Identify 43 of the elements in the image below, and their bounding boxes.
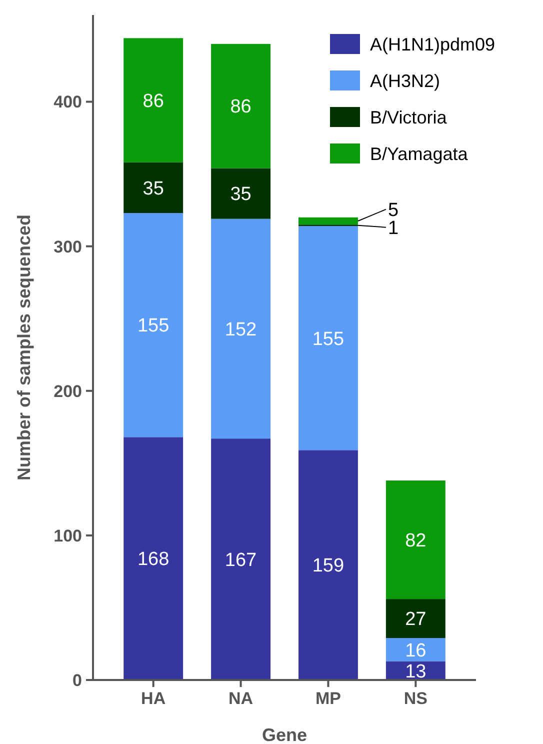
data-label: 82 xyxy=(405,530,426,552)
y-tick-label: 100 xyxy=(54,526,82,546)
bar xyxy=(298,450,358,680)
x-tick-label: HA xyxy=(141,689,166,708)
data-label: 86 xyxy=(230,96,252,118)
legend-label: B/Yamagata xyxy=(370,144,469,164)
data-label: 155 xyxy=(137,316,170,337)
x-tick-label: MP xyxy=(315,689,341,708)
data-label: 35 xyxy=(142,178,164,200)
y-tick-label: 300 xyxy=(54,237,82,256)
legend-label: A(H1N1)pdm09 xyxy=(370,34,496,54)
data-label: 86 xyxy=(142,90,164,112)
data-label: 168 xyxy=(137,549,170,570)
data-label: 152 xyxy=(224,319,257,340)
bar xyxy=(386,638,446,662)
bar xyxy=(211,218,271,439)
y-tick-label: 400 xyxy=(54,92,82,112)
data-label: 13 xyxy=(405,661,426,682)
x-axis-title: Gene xyxy=(262,725,308,744)
x-tick-label: NA xyxy=(228,689,254,708)
bar xyxy=(211,438,271,680)
y-axis-title: Number of samples sequenced xyxy=(14,214,34,481)
bar xyxy=(386,480,446,600)
legend-label: A(H3N2) xyxy=(370,70,440,91)
bar xyxy=(124,437,184,680)
data-label: 167 xyxy=(224,550,257,571)
bar xyxy=(124,38,184,162)
bar xyxy=(211,168,271,219)
bar xyxy=(386,599,446,638)
data-label: 155 xyxy=(312,328,344,350)
data-label: 35 xyxy=(230,184,252,206)
bar xyxy=(298,226,358,450)
data-label: 16 xyxy=(405,640,426,662)
bar xyxy=(124,213,184,438)
data-label: 159 xyxy=(312,556,344,577)
y-tick-label: 0 xyxy=(72,670,82,690)
legend-label: B/Victoria xyxy=(370,107,448,128)
bar xyxy=(298,217,358,225)
x-tick-label: NS xyxy=(404,689,428,708)
bar xyxy=(124,162,184,214)
data-label: 27 xyxy=(405,609,426,630)
y-tick-label: 200 xyxy=(54,382,82,401)
bar xyxy=(211,44,271,168)
